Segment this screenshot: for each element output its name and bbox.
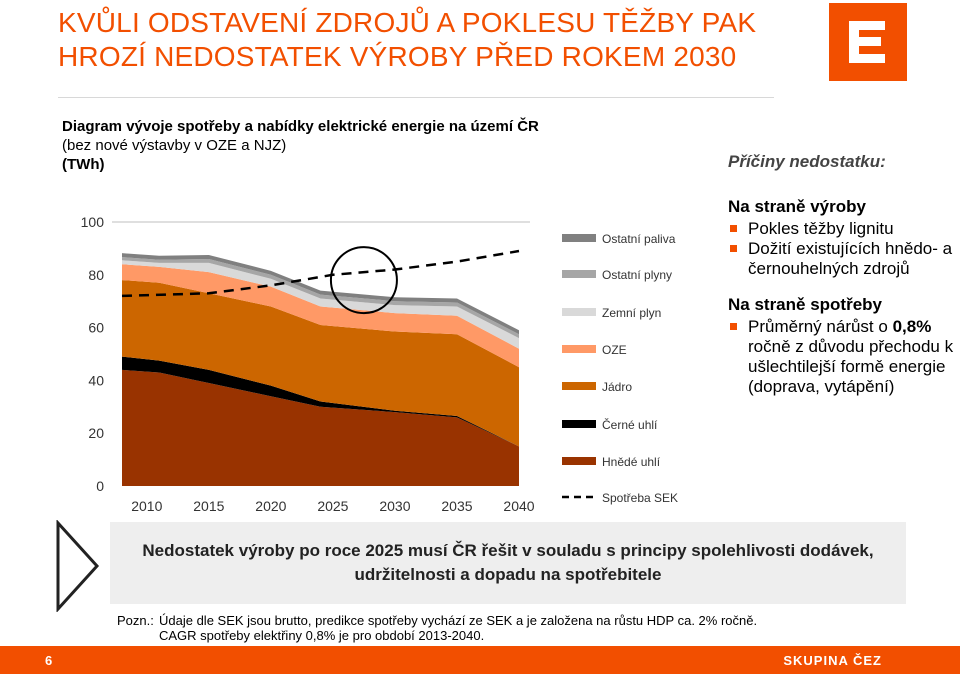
causes-panel: Na straně výroby Pokles těžby lignitu Do…	[728, 197, 958, 413]
x-tick-label: 2025	[317, 498, 348, 514]
bullet-icon	[730, 245, 737, 252]
legend-label: Černé uhlí	[602, 417, 658, 432]
conclusion-banner: Nedostatek výroby po roce 2025 musí ČR ř…	[110, 522, 906, 604]
list-item: Dožití existujících hnědo- a černouhelný…	[728, 239, 958, 279]
legend-label: Ostatní paliva	[602, 232, 676, 246]
supply-item-1: Pokles těžby lignitu	[748, 219, 894, 238]
page-title: KVŮLI ODSTAVENÍ ZDROJŮ A POKLESU TĚŽBY P…	[58, 6, 818, 74]
legend-swatch	[562, 420, 596, 428]
chart-caption-title: Diagram vývoje spotřeby a nabídky elektr…	[62, 118, 539, 135]
y-tick-label: 40	[88, 372, 104, 388]
legend-swatch	[562, 270, 596, 278]
list-item: Průměrný nárůst o 0,8% ročně z důvodu př…	[728, 317, 958, 397]
x-tick-label: 2035	[441, 498, 472, 514]
y-tick-label: 100	[81, 214, 105, 230]
legend-label: Hnědé uhlí	[602, 455, 661, 469]
legend-label: Jádro	[602, 380, 632, 394]
footer-bar: 6 SKUPINA ČEZ	[0, 646, 960, 674]
cez-logo-icon	[829, 3, 907, 81]
y-tick-label: 80	[88, 267, 104, 283]
brand-name: SKUPINA ČEZ	[783, 653, 882, 668]
y-tick-label: 0	[96, 478, 104, 494]
demand-item-suffix: ročně z důvodu přechodu k ušlechtilejší …	[748, 337, 954, 396]
x-tick-label: 2040	[503, 498, 534, 514]
demand-item-prefix: Průměrný nárůst o	[748, 317, 893, 336]
supply-side-list: Pokles těžby lignitu Dožití existujících…	[728, 219, 958, 279]
y-tick-label: 20	[88, 425, 104, 441]
footnote-label: Pozn.:	[117, 613, 154, 628]
legend-swatch	[562, 308, 596, 316]
chart-caption: Diagram vývoje spotřeby a nabídky elektr…	[62, 117, 539, 174]
footnote-line-2: CAGR spotřeby elektřiny 0,8% je pro obdo…	[159, 628, 485, 643]
bullet-icon	[730, 323, 737, 330]
arrow-right-icon	[56, 520, 100, 612]
footnote-line-1: Údaje dle SEK jsou brutto, predikce spot…	[159, 613, 758, 628]
demand-side-list: Průměrný nárůst o 0,8% ročně z důvodu př…	[728, 317, 958, 397]
supply-side-title: Na straně výroby	[728, 197, 866, 216]
bullet-icon	[730, 225, 737, 232]
legend-label: OZE	[602, 343, 627, 357]
x-tick-label: 2020	[255, 498, 286, 514]
area-series-7	[122, 253, 519, 335]
highlight-circle	[329, 246, 398, 315]
legend-label: Ostatní plyny	[602, 268, 672, 282]
legend-label: Spotřeba SEK	[602, 491, 678, 505]
footnote: Pozn.: Údaje dle SEK jsou brutto, predikc…	[117, 613, 757, 643]
area-series-6	[122, 257, 519, 339]
page-title-line-2: HROZÍ NEDOSTATEK VÝROBY PŘED ROKEM 2030	[58, 41, 737, 72]
legend-swatch	[562, 382, 596, 390]
x-tick-label: 2030	[379, 498, 410, 514]
area-series-3	[122, 280, 519, 447]
supply-item-2: Dožití existujících hnědo- a černouhelný…	[748, 239, 953, 278]
demand-side-title: Na straně spotřeby	[728, 295, 882, 314]
legend-swatch	[562, 345, 596, 353]
area-series-5	[122, 260, 519, 349]
list-item: Pokles těžby lignitu	[728, 219, 958, 239]
area-series-2	[122, 356, 519, 447]
demand-line	[121, 249, 520, 298]
legend-swatch	[562, 457, 596, 465]
page-title-line-1: KVŮLI ODSTAVENÍ ZDROJŮ A POKLESU TĚŽBY P…	[58, 7, 757, 38]
x-tick-label: 2015	[193, 498, 224, 514]
page-number: 6	[45, 653, 53, 668]
area-series-4	[122, 264, 519, 368]
chart-caption-unit: (TWh)	[62, 156, 105, 173]
area-series-1	[122, 369, 519, 486]
x-tick-label: 2010	[131, 498, 162, 514]
title-divider	[58, 97, 774, 98]
legend-label: Zemní plyn	[602, 306, 661, 320]
demand-item-value: 0,8%	[892, 317, 932, 336]
causes-heading: Příčiny nedostatku:	[728, 152, 886, 171]
conclusion-text: Nedostatek výroby po roce 2025 musí ČR ř…	[142, 541, 874, 584]
y-tick-label: 60	[88, 320, 104, 336]
chart-caption-subtitle: (bez nové výstavby v OZE a NJZ)	[62, 137, 287, 154]
legend-swatch	[562, 234, 596, 242]
